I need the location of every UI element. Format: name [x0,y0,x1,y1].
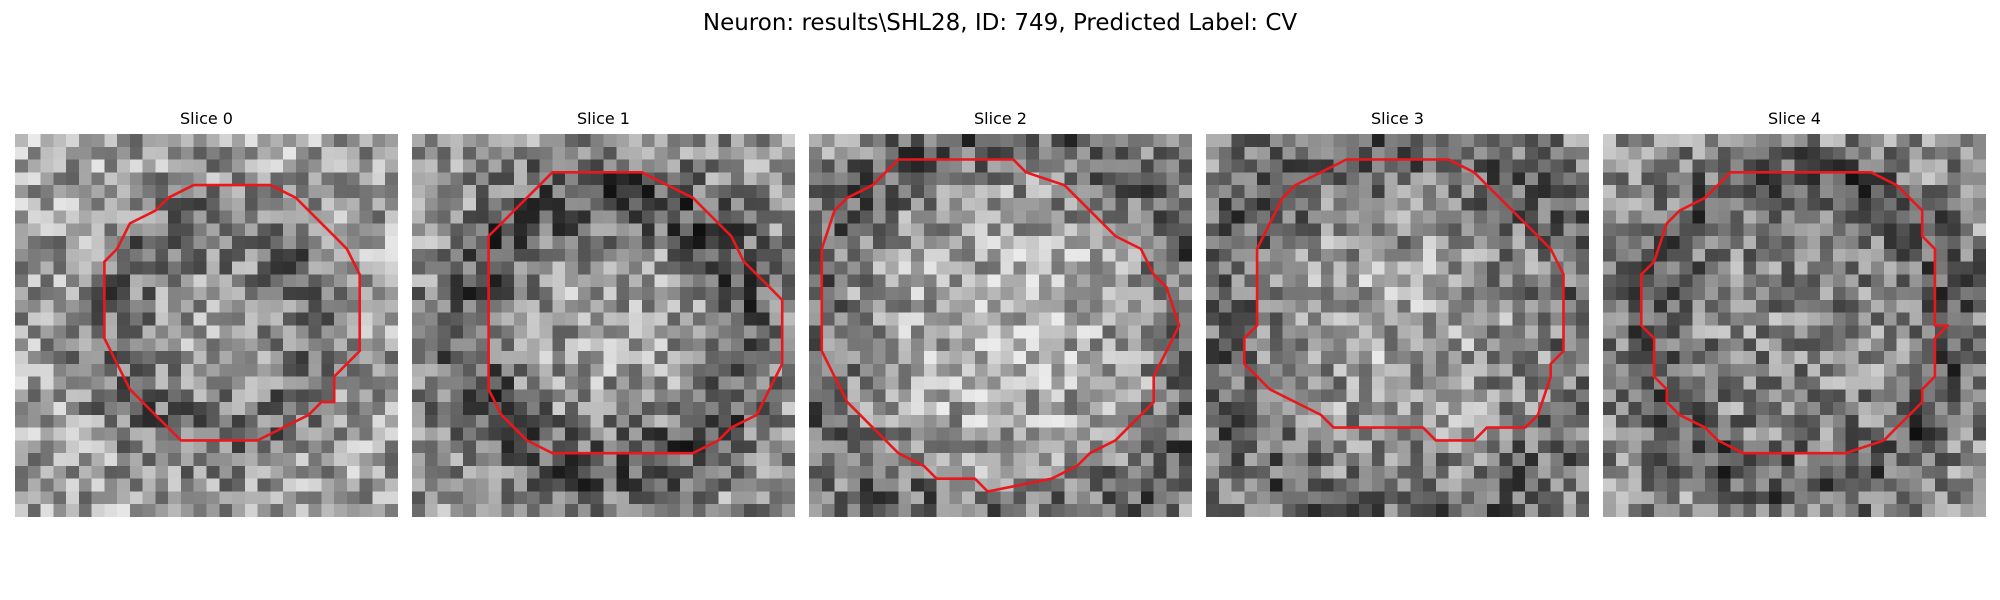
slice-title: Slice 0 [180,109,233,128]
slice-title: Slice 1 [577,109,630,128]
segmentation-contour [487,170,784,455]
slice-pixels [412,134,795,517]
slice-pixels [809,134,1192,517]
slice-title: Slice 4 [1768,109,1821,128]
slice-panel-0: Slice 0 [15,108,398,518]
slice-panel-2: Slice 2 [809,108,1192,518]
segmentation-contour [1242,158,1565,442]
slice-image [1603,134,1986,517]
slice-image [809,134,1192,517]
slice-pixels [15,134,398,517]
slice-image [412,134,795,517]
figure-title: Neuron: results\SHL28, ID: 749, Predicte… [702,10,1298,36]
slice-image [1206,134,1589,517]
slice-title: Slice 3 [1371,109,1424,128]
segmentation-contour [103,183,362,442]
slice-image [15,134,398,517]
slice-title: Slice 2 [974,109,1027,128]
slice-panel-3: Slice 3 [1206,108,1589,518]
slice-panel-1: Slice 1 [412,108,795,518]
slice-pixels [1206,134,1589,517]
segmentation-contour [820,158,1181,493]
slice-pixels [1603,134,1986,517]
segmentation-contour [1639,170,1950,455]
slice-panel-4: Slice 4 [1603,108,1986,518]
